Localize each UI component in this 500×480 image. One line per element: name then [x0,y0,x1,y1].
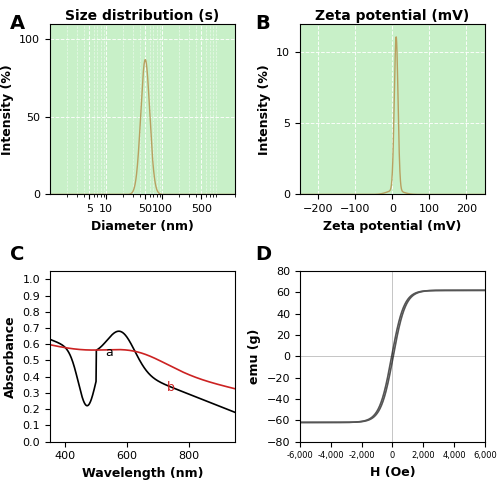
X-axis label: Zeta potential (mV): Zeta potential (mV) [324,220,462,233]
X-axis label: Diameter (nm): Diameter (nm) [91,220,194,233]
Text: a: a [106,346,114,359]
Text: A: A [10,14,25,34]
Text: D: D [255,245,271,264]
Y-axis label: Intensity (%): Intensity (%) [0,64,14,155]
Title: Size distribution (s): Size distribution (s) [66,9,220,23]
Text: B: B [255,14,270,34]
X-axis label: Wavelength (nm): Wavelength (nm) [82,467,204,480]
Title: Zeta potential (mV): Zeta potential (mV) [316,9,470,23]
Y-axis label: Intensity (%): Intensity (%) [258,64,270,155]
Text: b: b [167,381,175,394]
Y-axis label: emu (g): emu (g) [248,329,261,384]
Y-axis label: Absorbance: Absorbance [4,315,17,398]
X-axis label: H (Oe): H (Oe) [370,466,416,479]
Text: C: C [10,245,24,264]
